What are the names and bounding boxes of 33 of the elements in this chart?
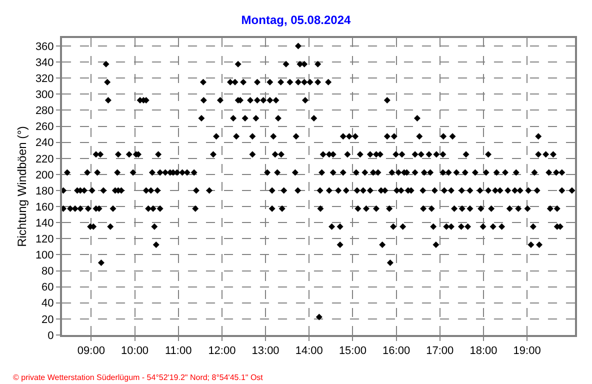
y-tick-label: 180 xyxy=(35,185,54,198)
y-tick-label: 80 xyxy=(42,266,54,278)
x-tick-label: 18:00 xyxy=(470,345,498,358)
y-axis-title: Richtung Windböen (°) xyxy=(15,126,30,247)
chart-title: Montag, 05.08.2024 xyxy=(241,12,352,27)
y-tick-label: 280 xyxy=(35,105,54,118)
x-tick-label: 14:00 xyxy=(295,345,323,358)
y-tick-label: 200 xyxy=(35,169,54,182)
x-tick-label: 10:00 xyxy=(121,345,149,358)
y-tick-label: 220 xyxy=(35,153,54,166)
x-tick-label: 15:00 xyxy=(338,345,366,358)
x-tick-label: 16:00 xyxy=(382,345,410,358)
y-tick-label: 60 xyxy=(42,282,54,294)
x-tick-label: 13:00 xyxy=(252,345,280,358)
y-tick-label: 140 xyxy=(35,217,54,230)
x-tick-label: 17:00 xyxy=(426,345,454,358)
y-tick-label: 40 xyxy=(42,298,54,310)
y-tick-label: 360 xyxy=(35,40,54,53)
text: © private Wetterstation Süderlügum - 54°52'19.2" Nord; 8°54'45.1" Ost xyxy=(13,373,264,382)
y-tick-label: 160 xyxy=(35,201,54,214)
x-tick-label: 11:00 xyxy=(165,345,192,358)
x-tick-label: 19:00 xyxy=(513,345,541,358)
y-tick-label: 20 xyxy=(42,314,54,326)
y-tick-label: 260 xyxy=(35,121,54,134)
y-tick-label: 320 xyxy=(35,72,54,85)
y-tick-label: 120 xyxy=(35,234,54,246)
y-tick-label: 240 xyxy=(35,137,54,150)
x-tick-label: 12:00 xyxy=(208,345,236,358)
y-tick-label: 300 xyxy=(35,89,54,102)
y-tick-label: 100 xyxy=(35,250,54,262)
x-tick-label: 09:00 xyxy=(77,345,105,358)
y-tick-label: 340 xyxy=(35,56,54,69)
y-tick-label: 0 xyxy=(48,330,54,342)
